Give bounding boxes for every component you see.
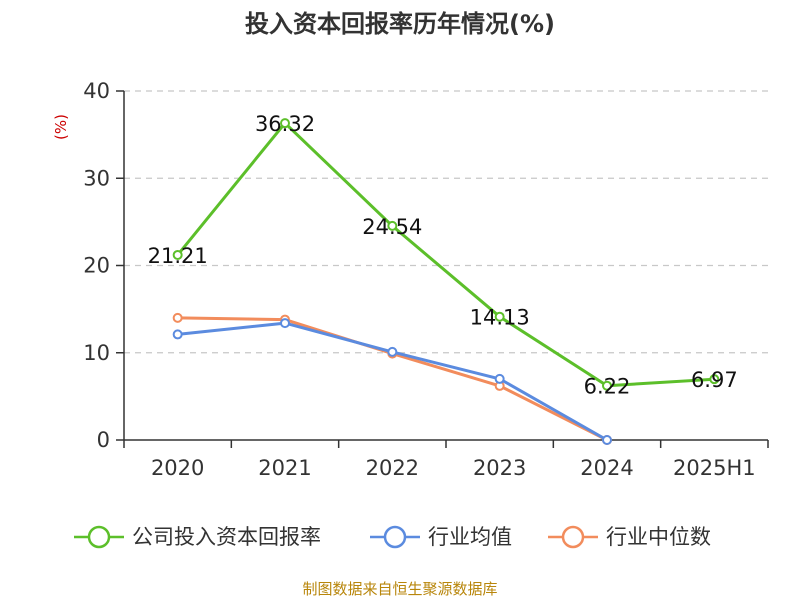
legend-label: 公司投入资本回报率 bbox=[132, 525, 321, 549]
legend-item: 行业均值 bbox=[370, 525, 512, 549]
data-label: 21.21 bbox=[148, 244, 208, 268]
data-label: 6.22 bbox=[584, 375, 631, 399]
data-point bbox=[387, 346, 398, 357]
series-group bbox=[172, 118, 720, 445]
data-labels: 21.21 36.32 24.54 14.13 6.22 6.97 bbox=[148, 112, 738, 399]
legend-marker bbox=[561, 525, 585, 549]
series-line-1 bbox=[176, 321, 609, 442]
chart-title: 投入资本回报率历年情况(%) bbox=[245, 10, 555, 38]
y-axis-unit-label: (%) bbox=[52, 114, 70, 140]
data-point bbox=[602, 435, 612, 445]
data-point bbox=[494, 373, 505, 384]
x-tick-label: 2021 bbox=[258, 456, 311, 480]
series-line-2 bbox=[176, 316, 609, 442]
data-point bbox=[280, 318, 290, 329]
legend-label: 行业均值 bbox=[428, 525, 512, 549]
legend-marker bbox=[87, 525, 111, 549]
legend-item: 公司投入资本回报率 bbox=[74, 525, 321, 549]
data-point bbox=[172, 312, 183, 323]
source-note: 制图数据来自恒生聚源数据库 bbox=[302, 580, 497, 598]
x-tick-label: 2025H1 bbox=[673, 456, 756, 480]
data-label: 24.54 bbox=[362, 215, 422, 239]
legend-item: 行业中位数 bbox=[548, 525, 711, 549]
x-tick-label: 2022 bbox=[366, 456, 419, 480]
y-tick-label: 20 bbox=[83, 254, 110, 278]
data-label: 6.97 bbox=[691, 368, 738, 392]
data-point bbox=[172, 329, 183, 340]
y-tick-label: 10 bbox=[83, 341, 110, 365]
y-tick-label: 40 bbox=[83, 79, 110, 103]
y-tick-label: 0 bbox=[97, 428, 110, 452]
gridlines bbox=[124, 90, 768, 354]
series-line-0 bbox=[176, 121, 716, 388]
data-point bbox=[709, 374, 720, 385]
axes: 0 10 20 30 40 2020 2021 2022 2023 2024 2025H1 bbox=[83, 79, 769, 480]
x-tick-label: 2023 bbox=[473, 456, 526, 480]
x-tick-label: 2020 bbox=[151, 456, 204, 480]
data-point bbox=[387, 220, 398, 231]
data-point bbox=[280, 118, 290, 129]
data-label: 14.13 bbox=[470, 306, 530, 330]
data-point bbox=[602, 380, 612, 391]
legend: 公司投入资本回报率 行业均值 行业中位数 bbox=[74, 525, 711, 549]
data-point bbox=[172, 249, 183, 260]
data-point bbox=[494, 311, 505, 322]
x-tick-label: 2024 bbox=[580, 456, 633, 480]
data-label: 36.32 bbox=[255, 112, 315, 136]
y-tick-label: 30 bbox=[83, 166, 110, 190]
legend-marker bbox=[383, 525, 407, 549]
legend-label: 行业中位数 bbox=[606, 525, 711, 549]
